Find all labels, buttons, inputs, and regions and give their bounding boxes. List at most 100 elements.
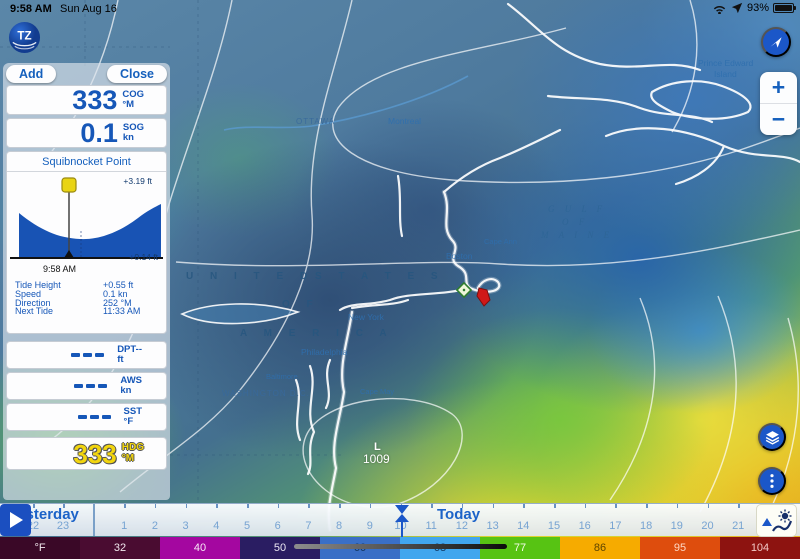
timeline-tick (554, 504, 556, 508)
weather-forecast-icon (761, 509, 792, 532)
timeline-tick (308, 504, 310, 508)
home-indicator[interactable] (294, 544, 507, 549)
tz-app-logo[interactable]: TZ (8, 21, 41, 59)
timeline-cursor[interactable] (394, 504, 410, 537)
timeline-hour-label: 14 (517, 520, 530, 532)
close-button[interactable]: Close (106, 65, 167, 83)
tide-cell[interactable]: Squibnocket Point +3.19 ft +0.14 ft 9:58… (6, 151, 167, 334)
tide-row: Direction 252 °M (15, 297, 132, 308)
timeline-tick (431, 504, 433, 508)
svg-text:TZ: TZ (17, 29, 31, 42)
tide-time-handle[interactable] (61, 177, 77, 193)
sog-unit: kn (122, 132, 134, 143)
zoom-in-button[interactable]: + (760, 72, 797, 103)
hdg-cell[interactable]: 333 HDG °M (6, 437, 167, 470)
scale-segment: °F (0, 537, 80, 559)
timeline-tick (33, 504, 35, 508)
dpt-label: DPT-- (117, 344, 142, 356)
scale-segment: 40 (160, 537, 240, 559)
timeline-hour-label: 11 (425, 520, 437, 532)
cog-value: 333 (72, 84, 118, 115)
timeline-tick (369, 504, 372, 508)
aws-cell[interactable]: AWS kn (6, 372, 167, 400)
timeline-tick (492, 504, 495, 508)
layers-icon (765, 430, 779, 445)
dpt-no-value (71, 353, 105, 357)
timeline-tick (277, 504, 280, 508)
coastline-glow (326, 189, 502, 533)
more-options-button[interactable] (758, 467, 786, 495)
cog-cell[interactable]: 333 COG °M (6, 85, 167, 115)
sog-label: SOG (122, 122, 144, 134)
waypoint-marker[interactable] (455, 281, 473, 299)
aws-no-value (74, 384, 108, 388)
location-arrow-icon (731, 2, 743, 14)
status-time: 9:58 AM (10, 3, 52, 15)
timeline-tick (339, 504, 341, 508)
navdata-panel: Add Close 333 COG °M 0.1 SOG kn Squibnoc… (3, 63, 170, 500)
scale-segment: 95 (640, 537, 720, 559)
scale-segment: 104 (720, 537, 800, 559)
timeline-hour-label: 2 (151, 520, 158, 532)
locate-vessel-button[interactable] (761, 27, 791, 57)
navigation-arrow-icon (770, 37, 782, 48)
sst-cell[interactable]: SST °F (6, 403, 167, 431)
battery-percent: 93% (746, 2, 769, 14)
add-button[interactable]: Add (6, 65, 57, 83)
timeline-hour-label: 15 (547, 520, 561, 532)
tide-row: Tide Height +0.55 ft (15, 280, 134, 290)
layers-button[interactable] (758, 423, 786, 451)
timeline-hour-label: 4 (213, 520, 220, 532)
coastline-paths (294, 2, 800, 532)
lake-ontario-shape (180, 303, 301, 325)
weather-forecast-button[interactable] (756, 504, 797, 537)
timeline-hour-label: 16 (578, 520, 591, 532)
tide-graph (10, 177, 163, 259)
aws-label: AWS (120, 375, 142, 387)
sst-label: SST (123, 406, 142, 418)
scale-segment: 32 (80, 537, 160, 559)
scale-segment: 86 (560, 537, 640, 559)
tide-current-time: 9:58 AM (43, 264, 77, 274)
sog-cell[interactable]: 0.1 SOG kn (6, 118, 167, 148)
tide-low-value: +0.14 ft (129, 252, 158, 262)
timeline-hour-label: 1 (121, 520, 128, 532)
timeline-hour-label: 17 (609, 520, 622, 532)
scale-segment: 50 (240, 537, 320, 559)
dpt-cell[interactable]: DPT-- ft (6, 341, 167, 369)
scale-segment: 77 (480, 537, 560, 559)
status-date: Sun Aug 16 (60, 3, 117, 15)
timeline-tick (124, 504, 126, 508)
wifi-icon (713, 6, 726, 14)
ellipsis-icon (770, 474, 774, 488)
timeline-tick (738, 504, 740, 508)
river-lines (223, 75, 469, 131)
timeline-tick (247, 504, 249, 508)
timeline-bar[interactable]: Yesterday Today 22 23 1 2 3 4 5 6 7 8 9 10 11 12 13 14 1… (0, 503, 800, 537)
timeline-tick (154, 504, 157, 508)
timeline-tick (63, 504, 65, 508)
timeline-hour-label: 13 (486, 520, 499, 532)
zoom-control: + − (760, 72, 797, 135)
timeline-tick (676, 504, 679, 508)
dpt-unit: ft (117, 354, 124, 365)
timeline-play-button[interactable] (0, 504, 31, 536)
timeline-hour-label: 6 (274, 520, 281, 532)
vessel-icon[interactable] (476, 287, 491, 307)
sst-no-value (77, 415, 111, 419)
tide-high-value: +3.19 ft (123, 176, 152, 186)
zoom-out-button[interactable]: − (760, 104, 797, 135)
timeline-hour-label: 18 (639, 520, 653, 532)
timeline-hour-label: 7 (305, 520, 312, 532)
timeline-hour-label: 12 (455, 520, 469, 532)
sst-unit: °F (123, 416, 134, 427)
tide-station-name: Squibnocket Point (7, 152, 166, 172)
timeline-tick (523, 504, 525, 508)
timeline-day-divider (93, 504, 95, 536)
timeline-hour-label: 8 (336, 520, 343, 532)
timeline-hour-label: 9 (366, 520, 373, 532)
timeline-today-label: Today (437, 506, 481, 523)
status-bar: 9:58 AM Sun Aug 16 93% (0, 0, 800, 18)
